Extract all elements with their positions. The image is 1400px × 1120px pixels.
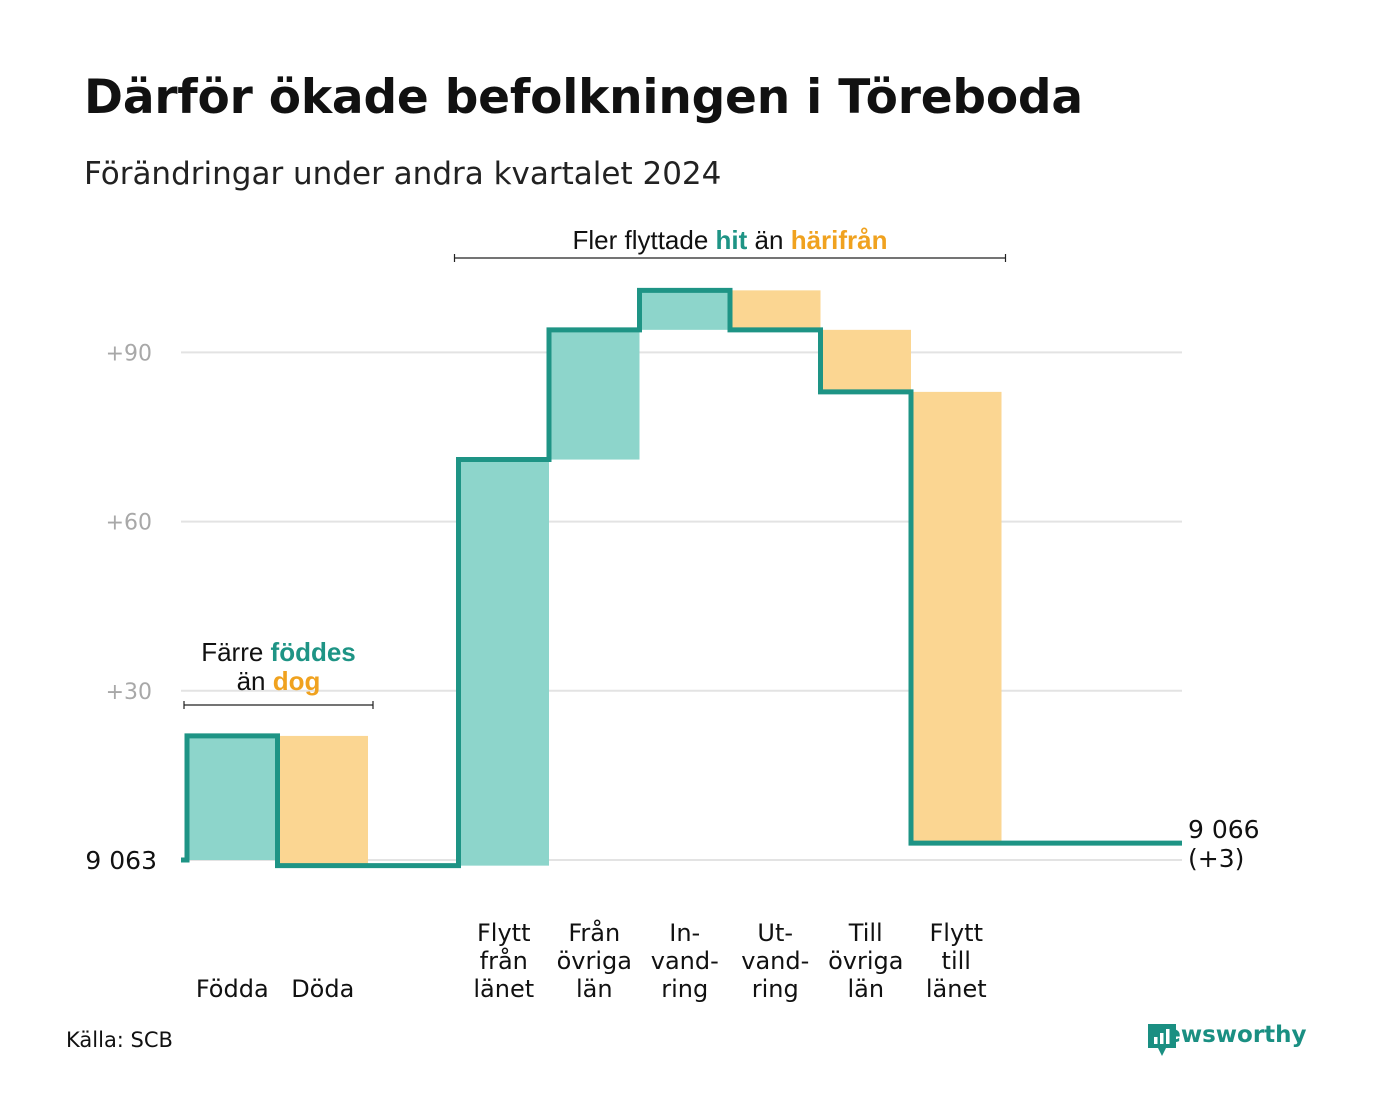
- category-label-till-ovriga-lan: Till: [848, 919, 883, 947]
- bar-flytt-till-lanet: [911, 391, 1002, 844]
- bar-layer: [187, 290, 1002, 866]
- category-label-flytt-fran-lanet: länet: [473, 975, 534, 1003]
- cumulative-step-line: [181, 287, 1182, 869]
- category-label-flytt-till-lanet: länet: [926, 975, 987, 1003]
- bar-fran-ovriga-lan: [549, 329, 640, 460]
- category-label-utvandring: ring: [752, 975, 799, 1003]
- category-label-invandring: vand-: [651, 947, 719, 975]
- annotation-text-part: Fler flyttade: [572, 225, 715, 255]
- annotation-text-part: än: [237, 666, 273, 696]
- bar-invandring: [639, 290, 730, 330]
- category-label-invandring: In-: [669, 919, 700, 947]
- category-label-utvandring: Ut-: [757, 919, 793, 947]
- category-label-flytt-till-lanet: till: [942, 947, 971, 975]
- category-label-flytt-fran-lanet: Flytt: [477, 919, 531, 947]
- bar-till-ovriga-lan: [820, 329, 911, 392]
- label-layer: Födda DödaFlyttfrånlänetFrånövrigalänIn-v…: [85, 815, 1259, 1003]
- bar-fodda: [187, 735, 278, 860]
- category-label-till-ovriga-lan: övriga: [828, 947, 903, 975]
- annotation-births-line2: än dog: [237, 666, 321, 696]
- brand: Newsworthy: [1146, 1022, 1307, 1056]
- category-label-fodda: Födda: [196, 975, 269, 1003]
- category-label-fran-ovriga-lan: övriga: [557, 947, 632, 975]
- annotation-text-part: hit: [716, 225, 748, 255]
- bar-utvandring: [730, 290, 821, 330]
- start-value-label: 9 063: [85, 846, 157, 875]
- source-note: Källa: SCB: [66, 1028, 173, 1052]
- bar-flytt-fran-lanet: [458, 459, 549, 866]
- category-label-flytt-fran-lanet: från: [480, 946, 528, 975]
- annotation-text-part: föddes: [271, 637, 356, 667]
- annotation-text-part: härifrån: [791, 225, 888, 255]
- chart-title: Därför ökade befolkningen i Töreboda: [84, 70, 1083, 125]
- y-tick-label: +60: [106, 511, 152, 536]
- bar-doda: [277, 735, 368, 866]
- end-value-label: 9 066: [1188, 815, 1260, 844]
- step-line-layer: [181, 287, 1182, 869]
- y-tick-label: +30: [106, 680, 152, 705]
- category-label-flytt-till-lanet: Flytt: [930, 919, 984, 947]
- category-label-till-ovriga-lan: län: [847, 975, 884, 1003]
- category-label-utvandring: vand-: [741, 947, 809, 975]
- end-change-label: (+3): [1188, 844, 1244, 873]
- y-tick-label: +90: [106, 341, 152, 366]
- category-label-invandring: ring: [661, 975, 708, 1003]
- newsworthy-logo-icon: [1148, 1024, 1176, 1056]
- category-label-fran-ovriga-lan: Från: [568, 918, 620, 947]
- category-label-fran-ovriga-lan: län: [576, 975, 613, 1003]
- category-label-doda: Döda: [291, 975, 354, 1003]
- annotation-births-line1: Färre föddes: [201, 637, 356, 667]
- chart-subtitle: Förändringar under andra kvartalet 2024: [84, 156, 722, 192]
- annotation-text-part: än: [747, 225, 790, 255]
- annotation-text-part: dog: [273, 666, 321, 696]
- annotation-text-part: Färre: [201, 637, 270, 667]
- annotation-moves: Fler flyttade hit än härifrån: [572, 225, 887, 255]
